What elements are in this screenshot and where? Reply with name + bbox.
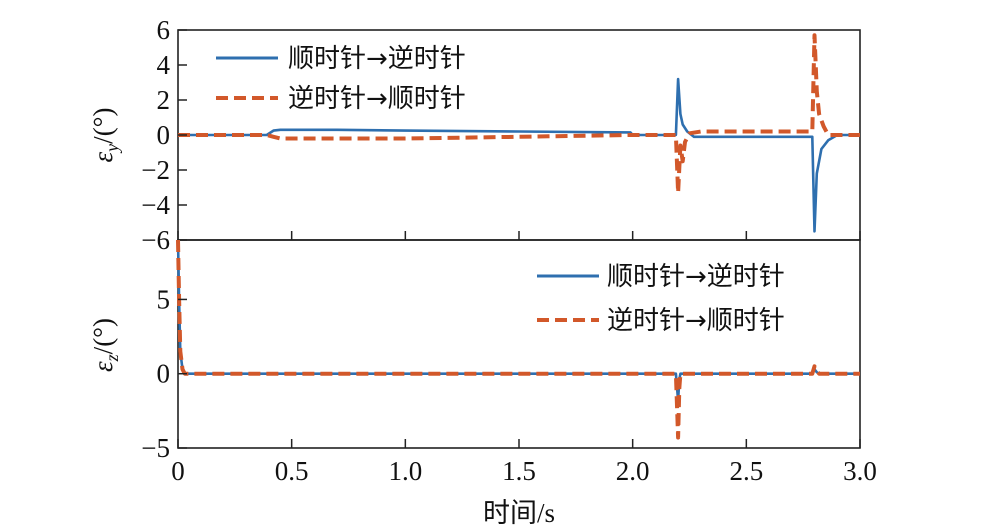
top-x-ticks: [177, 231, 861, 240]
x-axis-label: 时间/s: [483, 498, 555, 528]
top-y-axis-subscript: y: [102, 144, 122, 154]
top-series-dashed-line: [178, 33, 860, 195]
top-y-axis-label: εy/(°): [88, 108, 122, 163]
top-plot-area: [178, 33, 860, 233]
bottom-plot-area: [176, 239, 860, 440]
bottom-y-axis-unit: /(°): [88, 318, 118, 354]
bottom-y-axis-label: εz/(°): [88, 318, 122, 372]
x-tick-label: 0.5: [275, 456, 309, 486]
x-tick-label: 2.5: [729, 456, 763, 486]
bottom-y-ticks: −5 0 5: [141, 284, 187, 463]
top-y-ticks: −6 −4 −2 0 2 4 6: [141, 15, 187, 255]
bottom-legend: 顺时针→逆时针 逆时针→顺时针: [537, 262, 785, 336]
x-tick-label: 0: [171, 456, 185, 486]
bottom-legend-label-2: 逆时针→顺时针: [607, 306, 785, 336]
bottom-y-tick-label: 0: [157, 359, 171, 389]
top-y-tick-label: −6: [141, 225, 170, 255]
top-panel: −6 −4 −2 0 2 4 6 εy/(°) 顺时针→逆时针 逆时针→顺时针: [88, 15, 861, 255]
bottom-legend-label-1: 顺时针→逆时针: [607, 262, 785, 292]
top-y-tick-label: 2: [157, 85, 171, 115]
top-y-tick-label: −4: [141, 190, 170, 220]
top-plot-frame: [177, 29, 861, 241]
top-y-tick-label: −2: [141, 155, 170, 185]
x-tick-label: 1.0: [388, 456, 422, 486]
bottom-y-axis-subscript: z: [102, 354, 122, 362]
top-series-solid-line: [178, 77, 860, 233]
x-tick-label: 2.0: [616, 456, 650, 486]
top-y-axis-unit: /(°): [88, 108, 118, 144]
top-legend-label-2: 逆时针→顺时针: [288, 84, 466, 114]
x-tick-label: 3.0: [843, 456, 877, 486]
bottom-series-dashed-line: [176, 239, 860, 440]
top-legend: 顺时针→逆时针 逆时针→顺时针: [216, 44, 466, 114]
top-y-axis-symbol: ε: [88, 151, 118, 162]
bottom-y-axis-symbol: ε: [88, 361, 118, 372]
top-y-tick-label: 0: [157, 120, 171, 150]
top-y-tick-label: 6: [157, 15, 171, 45]
bottom-y-tick-label: −5: [141, 433, 170, 463]
top-y-tick-label: 4: [157, 50, 171, 80]
bottom-panel: −505 0 0.5 1.0 1.5 2.0 2.5 3.0 εz/(°) 时间/s 顺时针…: [88, 239, 877, 528]
x-tick-label: 1.5: [502, 456, 536, 486]
bottom-x-ticks: 0 0.5 1.0 1.5 2.0 2.5 3.0: [171, 439, 877, 486]
top-legend-label-1: 顺时针→逆时针: [288, 44, 466, 74]
bottom-y-tick-label: 5: [157, 284, 171, 314]
